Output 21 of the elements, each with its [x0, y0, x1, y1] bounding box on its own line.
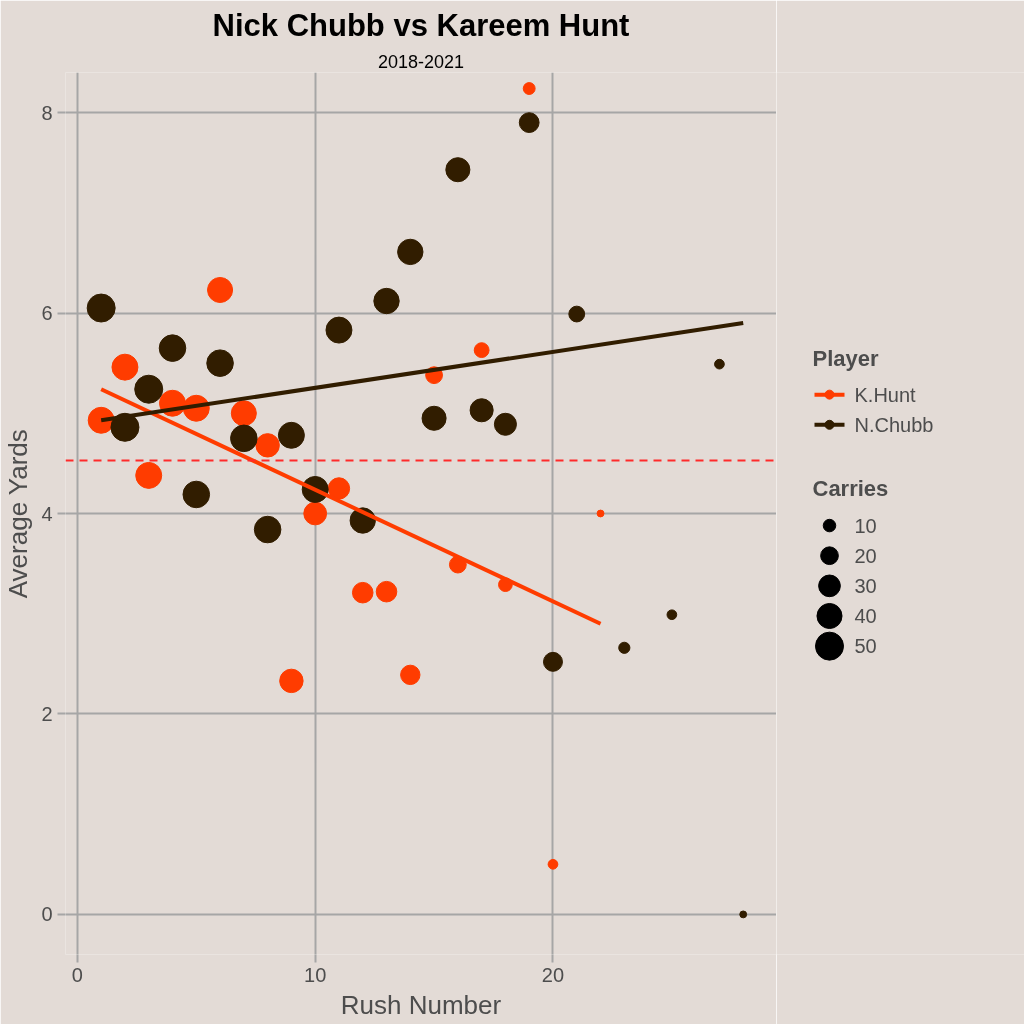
- legend-label: 20: [854, 544, 877, 567]
- chart-title: Nick Chubb vs Kareem Hunt: [212, 7, 630, 43]
- text: Carries: [812, 476, 889, 502]
- legend-title: Player: [812, 345, 879, 371]
- legend-label: K.Hunt: [854, 383, 917, 406]
- y-tick-label: 2: [41, 702, 53, 725]
- y-tick-label: 6: [41, 302, 53, 325]
- y-tick-label: 8: [41, 101, 53, 124]
- x-tick-label: 20: [541, 963, 565, 986]
- legend-label: 50: [854, 635, 877, 658]
- x-axis-title: Rush Number: [340, 989, 502, 1020]
- legend-label: 40: [854, 605, 877, 627]
- x-tick-label: 10: [304, 963, 327, 986]
- legend-label: 30: [854, 574, 877, 597]
- y-tick-label: 4: [41, 502, 53, 525]
- x-tick-label: 0: [71, 963, 83, 986]
- y-tick-label: 0: [41, 903, 53, 926]
- y-axis-title: Average Yards: [3, 429, 34, 599]
- legend-label: 10: [854, 514, 877, 537]
- legend-label: N.Chubb: [854, 413, 934, 436]
- chart-subtitle: 2018-2021: [377, 51, 465, 72]
